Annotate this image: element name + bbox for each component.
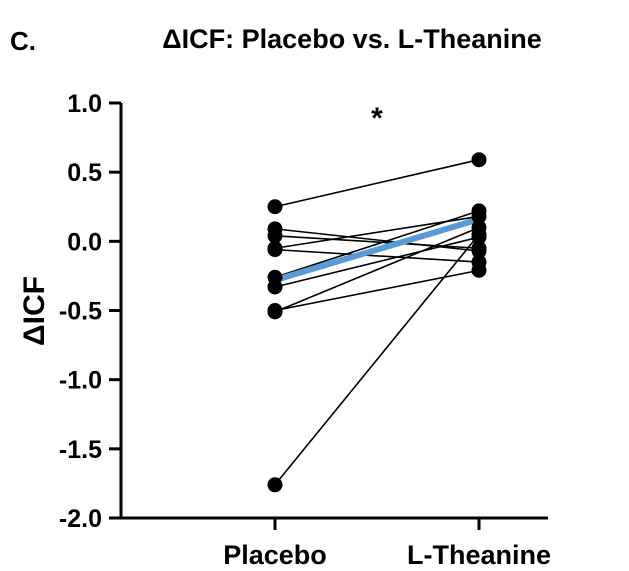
data-points [267,152,487,493]
y-tick-label: 0.5 [67,159,102,187]
mean-line [272,216,482,284]
paired-line [274,233,480,486]
data-point [471,152,487,168]
paired-line [274,228,480,252]
data-point [267,228,283,244]
data-point [471,203,487,219]
paired-line [274,269,480,312]
panel-label: C. [10,26,36,56]
chart-title: ΔICF: Placebo vs. L-Theanine [162,24,541,54]
y-tick-label: -0.5 [59,298,102,326]
paired-line [274,248,480,263]
y-tick-label: -1.0 [59,367,102,395]
x-tick-label: Placebo [223,540,327,570]
data-point [267,199,283,215]
data-point [267,477,283,493]
paired-line [274,226,480,313]
data-point [471,240,487,256]
x-axis: Placebo L-Theanine [119,516,551,570]
mean-line-layer [272,216,482,284]
y-tick-label: 0.0 [67,228,102,256]
y-tick-label: -2.0 [59,505,102,533]
paired-line [274,235,480,250]
y-tick-label: 1.0 [67,90,102,118]
y-axis-label: ΔICF [18,276,51,346]
paired-line [274,236,480,288]
x-tick-label: L-Theanine [407,540,551,570]
data-point [267,304,283,320]
y-axis: 1.0 0.5 0.0 -0.5 -1.0 -1.5 -2.0 [59,90,123,533]
significance-star: * [371,102,383,135]
data-point [267,242,283,258]
data-point [471,262,487,278]
paired-lines [274,158,480,486]
y-tick-label: -1.5 [59,436,102,464]
data-point [471,226,487,242]
data-point [267,279,283,295]
paired-line [274,158,480,208]
paired-line [274,210,480,279]
